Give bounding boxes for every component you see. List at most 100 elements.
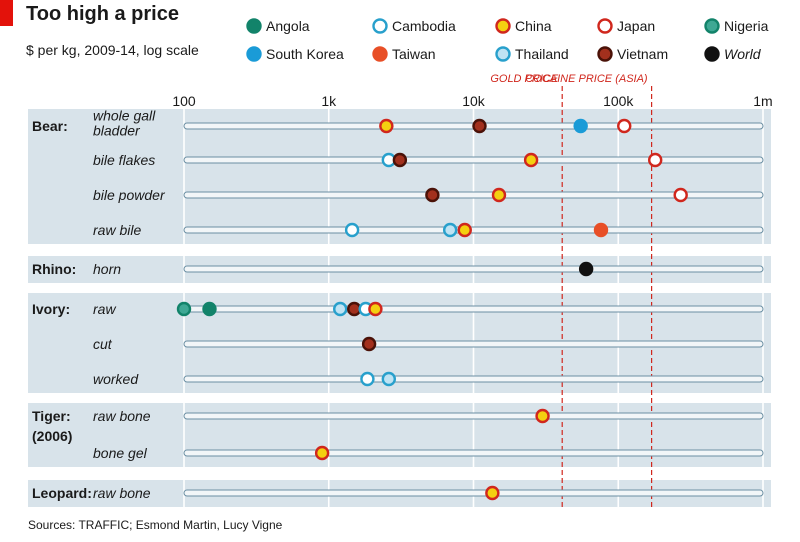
legend-item-thailand: Thailand: [495, 46, 569, 62]
row-label-bear-raw-bile: raw bile: [93, 222, 141, 238]
legend-label-vietnam: Vietnam: [617, 46, 668, 62]
tick-label-10k: 10k: [462, 93, 486, 109]
point-tiger-bone-gel-china: [314, 445, 330, 461]
panel-bear: [28, 109, 771, 244]
point-bear-raw-bile-thailand: [442, 222, 458, 238]
point-bear-raw-bile-china: [457, 222, 472, 238]
legend-label-nigeria: Nigeria: [724, 18, 769, 34]
legend-label-taiwan: Taiwan: [392, 46, 436, 62]
row-label-tiger-bone-gel: bone gel: [93, 445, 148, 461]
point-bear-bile-powder-vietnam: [425, 187, 440, 203]
point-bear-whole-gall-bladder-south-korea: [573, 118, 588, 134]
group-label-leopard: Leopard:: [32, 485, 92, 501]
row-labels: Bear: whole gall bladder bile flakes bile po…: [32, 108, 166, 502]
legend-marker-cambodia: [372, 18, 388, 34]
row-label-bear-whole-gall-bladder: whole gall bladder: [93, 108, 156, 139]
group-label-bear: Bear:: [32, 118, 68, 134]
legend-marker-angola: [246, 18, 262, 34]
x-tick-labels: 100 1k 10k 100k 1m: [172, 93, 772, 109]
point-bear-bile-powder-china: [491, 187, 507, 203]
chart-title: Too high a price: [26, 3, 179, 25]
legend-item-angola: Angola: [246, 18, 310, 34]
point-bear-whole-gall-bladder-japan: [617, 118, 632, 134]
legend-marker-china: [495, 18, 511, 34]
rail-bear-bile-flakes: [183, 156, 764, 164]
row-label-bear-bile-powder: bile powder: [93, 187, 166, 203]
rail-bear-bile-powder: [183, 191, 764, 199]
point-ivory-raw-nigeria: [176, 301, 192, 317]
point-bear-raw-bile-taiwan: [593, 222, 609, 238]
data-points: [176, 118, 688, 501]
point-tiger-raw-bone-china: [535, 408, 550, 424]
source-note: Sources: TRAFFIC; Esmond Martin, Lucy Vi…: [28, 518, 283, 532]
legend-marker-nigeria: [704, 18, 720, 34]
legend-item-nigeria: Nigeria: [704, 18, 769, 34]
rail-ivory-worked: [183, 375, 764, 383]
point-ivory-raw-china: [368, 301, 383, 317]
tick-label-1m: 1m: [753, 93, 772, 109]
legend-label-angola: Angola: [266, 18, 310, 34]
point-bear-bile-flakes-japan: [648, 152, 663, 168]
rail-tiger-bone-gel: [183, 449, 764, 457]
rail-rhino-horn: [183, 265, 764, 273]
cocaine-price-line-label: COCAINE PRICE (ASIA): [525, 73, 648, 85]
legend-marker-taiwan: [372, 46, 388, 62]
group-label-rhino: Rhino:: [32, 261, 76, 277]
point-ivory-raw-angola: [202, 301, 217, 317]
point-ivory-worked-thailand: [381, 371, 397, 387]
tick-label-100k: 100k: [603, 93, 634, 109]
point-ivory-worked-cambodia: [360, 371, 375, 387]
legend-label-china: China: [515, 18, 552, 34]
legend-marker-south-korea: [246, 46, 262, 62]
row-label-ivory-worked: worked: [93, 371, 139, 387]
row-label-rhino-horn: horn: [93, 261, 121, 277]
legend-item-vietnam: Vietnam: [597, 46, 668, 62]
point-rhino-horn-world: [578, 261, 594, 277]
row-label-ivory-cut: cut: [93, 336, 113, 352]
legend-marker-vietnam: [597, 46, 613, 62]
legend-item-japan: Japan: [597, 18, 655, 34]
legend-label-thailand: Thailand: [515, 46, 569, 62]
legend-label-south-korea: South Korea: [266, 46, 344, 62]
group-label-ivory: Ivory:: [32, 301, 70, 317]
point-bear-bile-flakes-china: [523, 152, 539, 168]
legend-label-world: World: [724, 46, 762, 62]
point-ivory-raw-vietnam: [347, 301, 362, 317]
rail-ivory-raw: [183, 305, 764, 313]
group-label-tiger: Tiger:: [32, 408, 71, 424]
legend-marker-world: [704, 46, 720, 62]
legend-item-taiwan: Taiwan: [372, 46, 436, 62]
rail-bear-raw-bile: [183, 226, 764, 234]
point-bear-whole-gall-bladder-china: [379, 118, 394, 134]
legend-label-japan: Japan: [617, 18, 655, 34]
legend-item-cambodia: Cambodia: [372, 18, 456, 34]
tick-label-1k: 1k: [321, 93, 337, 109]
point-bear-bile-flakes-vietnam: [392, 152, 408, 168]
row-label-tiger-raw-bone: raw bone: [93, 408, 151, 424]
legend: Angola Cambodia China Japan Nigeria South Kor…: [246, 18, 769, 62]
row-label-bear-bile-flakes: bile flakes: [93, 152, 155, 168]
rail-ivory-cut: [183, 340, 764, 348]
accent-tag: [0, 0, 13, 26]
row-label-leopard-raw-bone: raw bone: [93, 485, 151, 501]
rail-leopard-raw-bone: [183, 489, 764, 497]
chart-subtitle: $ per kg, 2009-14, log scale: [26, 42, 199, 58]
row-label-ivory-raw: raw: [93, 301, 116, 317]
point-bear-bile-powder-japan: [673, 187, 688, 203]
point-ivory-raw-thailand: [333, 301, 348, 317]
legend-item-world: World: [704, 46, 762, 62]
point-ivory-cut-vietnam: [361, 336, 377, 352]
point-bear-whole-gall-bladder-vietnam: [472, 118, 487, 134]
legend-label-cambodia: Cambodia: [392, 18, 456, 34]
legend-item-south-korea: South Korea: [246, 46, 344, 62]
tick-label-100: 100: [172, 93, 196, 109]
group-note-tiger: (2006): [32, 428, 72, 444]
point-leopard-raw-bone-china: [485, 485, 500, 501]
rail-tiger-raw-bone: [183, 412, 764, 420]
legend-marker-japan: [597, 18, 613, 34]
legend-marker-thailand: [495, 46, 511, 62]
legend-item-china: China: [495, 18, 552, 34]
point-bear-raw-bile-cambodia: [344, 222, 360, 238]
